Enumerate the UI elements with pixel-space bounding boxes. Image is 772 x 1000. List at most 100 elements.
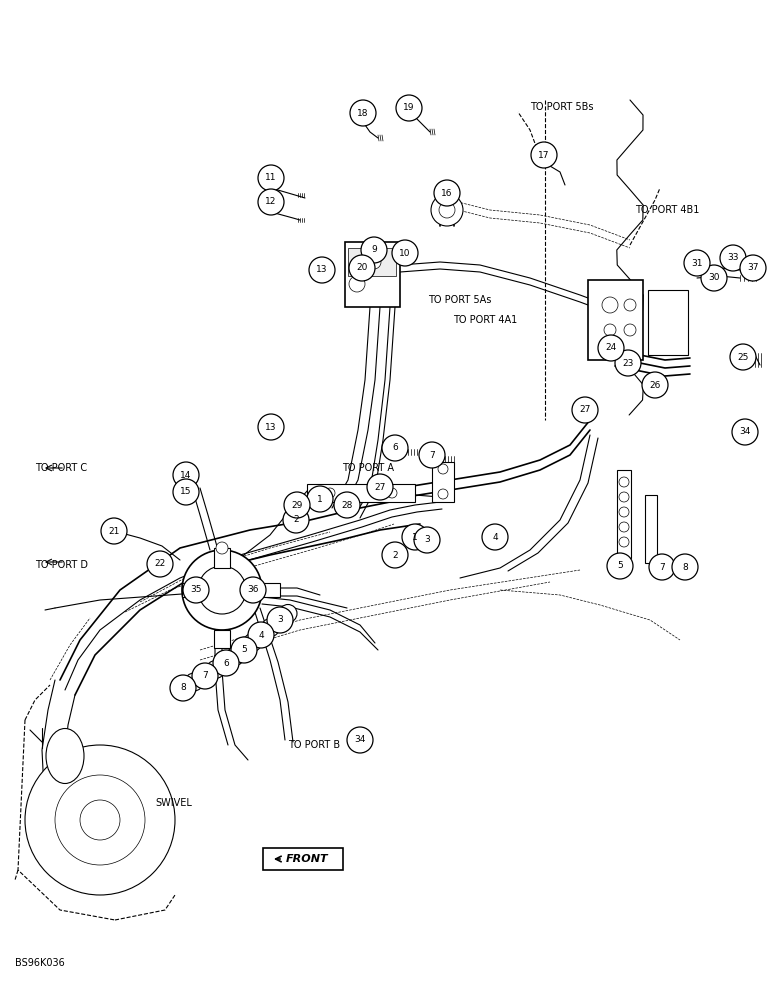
- Ellipse shape: [46, 728, 84, 784]
- Text: 3: 3: [424, 536, 430, 544]
- Text: 15: 15: [180, 488, 191, 496]
- Circle shape: [243, 634, 262, 652]
- Circle shape: [720, 245, 746, 271]
- Circle shape: [672, 554, 698, 580]
- Text: 35: 35: [190, 585, 201, 594]
- Text: 37: 37: [747, 263, 759, 272]
- Circle shape: [258, 414, 284, 440]
- Circle shape: [25, 745, 175, 895]
- Circle shape: [240, 577, 266, 603]
- Text: 3: 3: [277, 615, 283, 624]
- Circle shape: [387, 488, 397, 498]
- Circle shape: [361, 237, 387, 263]
- Circle shape: [267, 607, 293, 633]
- Circle shape: [258, 189, 284, 215]
- Circle shape: [624, 299, 636, 311]
- Circle shape: [147, 551, 173, 577]
- Text: 8: 8: [180, 684, 186, 692]
- Circle shape: [170, 675, 196, 701]
- Circle shape: [80, 800, 120, 840]
- Text: 2: 2: [392, 550, 398, 560]
- Bar: [648, 290, 688, 355]
- Circle shape: [198, 566, 246, 614]
- Text: TO PORT 4A1: TO PORT 4A1: [453, 315, 517, 325]
- Text: 4: 4: [493, 532, 498, 542]
- Circle shape: [624, 324, 636, 336]
- Circle shape: [619, 492, 629, 502]
- Text: 30: 30: [708, 273, 720, 282]
- Bar: [345, 242, 400, 307]
- Bar: [348, 248, 364, 276]
- Circle shape: [375, 488, 385, 498]
- Circle shape: [438, 489, 448, 499]
- Circle shape: [730, 344, 756, 370]
- Text: 16: 16: [442, 188, 452, 198]
- Bar: [432, 462, 454, 502]
- Circle shape: [182, 550, 262, 630]
- Circle shape: [431, 194, 463, 226]
- Text: 18: 18: [357, 108, 369, 117]
- Text: 26: 26: [649, 380, 661, 389]
- Text: 5: 5: [241, 646, 247, 654]
- Text: 36: 36: [247, 585, 259, 594]
- Circle shape: [482, 524, 508, 550]
- Circle shape: [313, 488, 323, 498]
- Bar: [588, 280, 643, 360]
- Text: FRONT: FRONT: [286, 854, 328, 864]
- Text: TO PORT A: TO PORT A: [342, 463, 394, 473]
- Text: 10: 10: [399, 248, 411, 257]
- Text: SWIVEL: SWIVEL: [155, 798, 192, 808]
- Circle shape: [216, 542, 228, 554]
- Circle shape: [382, 542, 408, 568]
- Circle shape: [334, 492, 360, 518]
- Text: 12: 12: [266, 198, 276, 207]
- Circle shape: [231, 637, 257, 663]
- Circle shape: [283, 507, 309, 533]
- Circle shape: [642, 372, 668, 398]
- Text: 27: 27: [374, 483, 386, 491]
- Text: 29: 29: [291, 500, 303, 510]
- Circle shape: [284, 492, 310, 518]
- Bar: [214, 630, 230, 648]
- Circle shape: [248, 622, 274, 648]
- Text: TO PORT B: TO PORT B: [288, 740, 340, 750]
- Text: 23: 23: [622, 359, 634, 367]
- Circle shape: [350, 100, 376, 126]
- Circle shape: [619, 507, 629, 517]
- Circle shape: [619, 537, 629, 547]
- Circle shape: [604, 324, 616, 336]
- Text: 33: 33: [727, 253, 739, 262]
- Text: 4: 4: [258, 631, 264, 640]
- Circle shape: [615, 350, 641, 376]
- Circle shape: [206, 660, 225, 678]
- Text: 34: 34: [354, 736, 366, 744]
- Circle shape: [55, 775, 145, 865]
- Circle shape: [414, 527, 440, 553]
- Text: 25: 25: [737, 353, 749, 361]
- Bar: [368, 248, 396, 276]
- Text: 13: 13: [317, 265, 328, 274]
- Text: 13: 13: [266, 422, 276, 432]
- Text: 7: 7: [659, 562, 665, 572]
- Text: TO PORT 5As: TO PORT 5As: [428, 295, 491, 305]
- Text: TO PORT 4B1: TO PORT 4B1: [635, 205, 699, 215]
- Circle shape: [101, 518, 127, 544]
- Circle shape: [701, 265, 727, 291]
- Text: 2: 2: [293, 516, 299, 524]
- Circle shape: [396, 95, 422, 121]
- Circle shape: [439, 202, 455, 218]
- Circle shape: [107, 525, 119, 537]
- Circle shape: [684, 250, 710, 276]
- Circle shape: [347, 727, 373, 753]
- Circle shape: [382, 435, 408, 461]
- Bar: [262, 583, 280, 597]
- Circle shape: [173, 479, 199, 505]
- Circle shape: [185, 673, 203, 691]
- Text: 7: 7: [429, 450, 435, 460]
- Text: 1: 1: [412, 532, 418, 542]
- Text: 34: 34: [740, 428, 750, 436]
- Bar: [617, 470, 631, 558]
- Circle shape: [367, 255, 381, 269]
- Circle shape: [649, 554, 675, 580]
- Text: 17: 17: [538, 150, 550, 159]
